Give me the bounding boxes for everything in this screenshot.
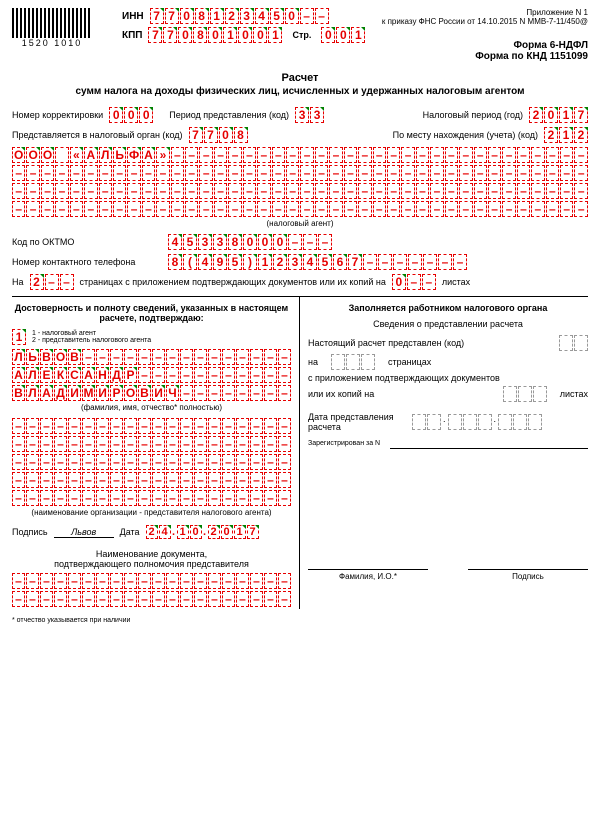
rep-note: (наименование организации - представител… [12, 508, 291, 517]
phone-cells: 8(495)1234567––––––– [168, 254, 467, 270]
corr-label: Номер корректировки [12, 110, 103, 120]
pages-cells: 2–– [30, 274, 74, 290]
doc-name-title: Наименование документа, [12, 549, 291, 559]
inn-cells: 7708123450–– [150, 8, 329, 24]
inn-label: ИНН [122, 11, 144, 22]
year-cells: 2017 [529, 107, 588, 123]
barcode: 1520 1010 [12, 8, 92, 62]
conf-note: 1 - налоговый агент 2 - представитель на… [32, 330, 151, 344]
footer-sig: Подпись [512, 572, 544, 581]
sig-label: Подпись [12, 527, 48, 537]
doc-name-sub: подтверждающего полномочия представителя [12, 559, 291, 569]
att-cells: 0–– [392, 274, 436, 290]
conf-cell: 1 [12, 329, 26, 345]
footer-fio: Фамилия, И.О.* [339, 572, 397, 581]
pages-end: листах [442, 277, 470, 287]
orgname-blank-rows: ––––––––––––––––––––––––––––––––––––––––… [12, 165, 588, 217]
pages-mid: страницах с приложением подтверждающих д… [80, 277, 386, 287]
rep-blank-rows: ––––––––––––––––––––––––––––––––––––––––… [12, 418, 291, 506]
date-cells: 24.10.2017 [146, 525, 259, 539]
org-note: (налоговый агент) [12, 219, 588, 228]
str-cells: 001 [321, 27, 365, 43]
doc-subtitle: сумм налога на доходы физических лиц, ис… [12, 86, 588, 97]
firstname-cells: АЛЕКСАНДР––––––––––– [12, 367, 291, 383]
year-label: Налоговый период (год) [423, 110, 523, 120]
midname-cells: ВЛАДИМИРОВИЧ–––––––– [12, 385, 291, 401]
oktmo-cells: 45338000––– [168, 234, 332, 250]
corr-cells: 000 [109, 107, 153, 123]
place-label: По месту нахождения (учета) (код) [393, 130, 538, 140]
doc-title: Расчет [12, 72, 588, 84]
kpp-label: КПП [122, 30, 142, 41]
footnote: * отчество указывается при наличии [12, 617, 588, 624]
pages-pre: На [12, 277, 24, 287]
oktmo-label: Код по ОКТМО [12, 237, 162, 247]
str-label: Стр. [292, 30, 311, 40]
organ-label: Представляется в налоговый орган (код) [12, 130, 183, 140]
place-cells: 212 [544, 127, 588, 143]
date-label: Дата [120, 527, 140, 537]
header-right: Приложение N 1 к приказу ФНС России от 1… [382, 8, 588, 62]
doc-blank-rows: –––––––––––––––––––––––––––––––––––––––– [12, 573, 291, 607]
lastname-cells: ЛЬВОВ––––––––––––––– [12, 349, 291, 365]
right-block: Заполняется работником налогового органа… [300, 297, 588, 609]
header: 1520 1010 ИНН 7708123450–– КПП 770801001… [12, 8, 588, 62]
organ-cells: 7708 [189, 127, 248, 143]
period-label: Период представления (код) [169, 110, 289, 120]
phone-label: Номер контактного телефона [12, 257, 162, 267]
period-cells: 33 [295, 107, 324, 123]
sig-value: Львов [54, 527, 114, 538]
left-block: Достоверность и полноту сведений, указан… [12, 297, 300, 609]
kpp-cells: 770801001 [148, 27, 282, 43]
fio-note: (фамилия, имя, отчество* полностью) [12, 403, 291, 412]
orgname-row-0: ООО«АЛЬФА»––––––––––––––––––––––––––––– [12, 147, 588, 163]
right-date-boxes: .. [412, 414, 542, 430]
